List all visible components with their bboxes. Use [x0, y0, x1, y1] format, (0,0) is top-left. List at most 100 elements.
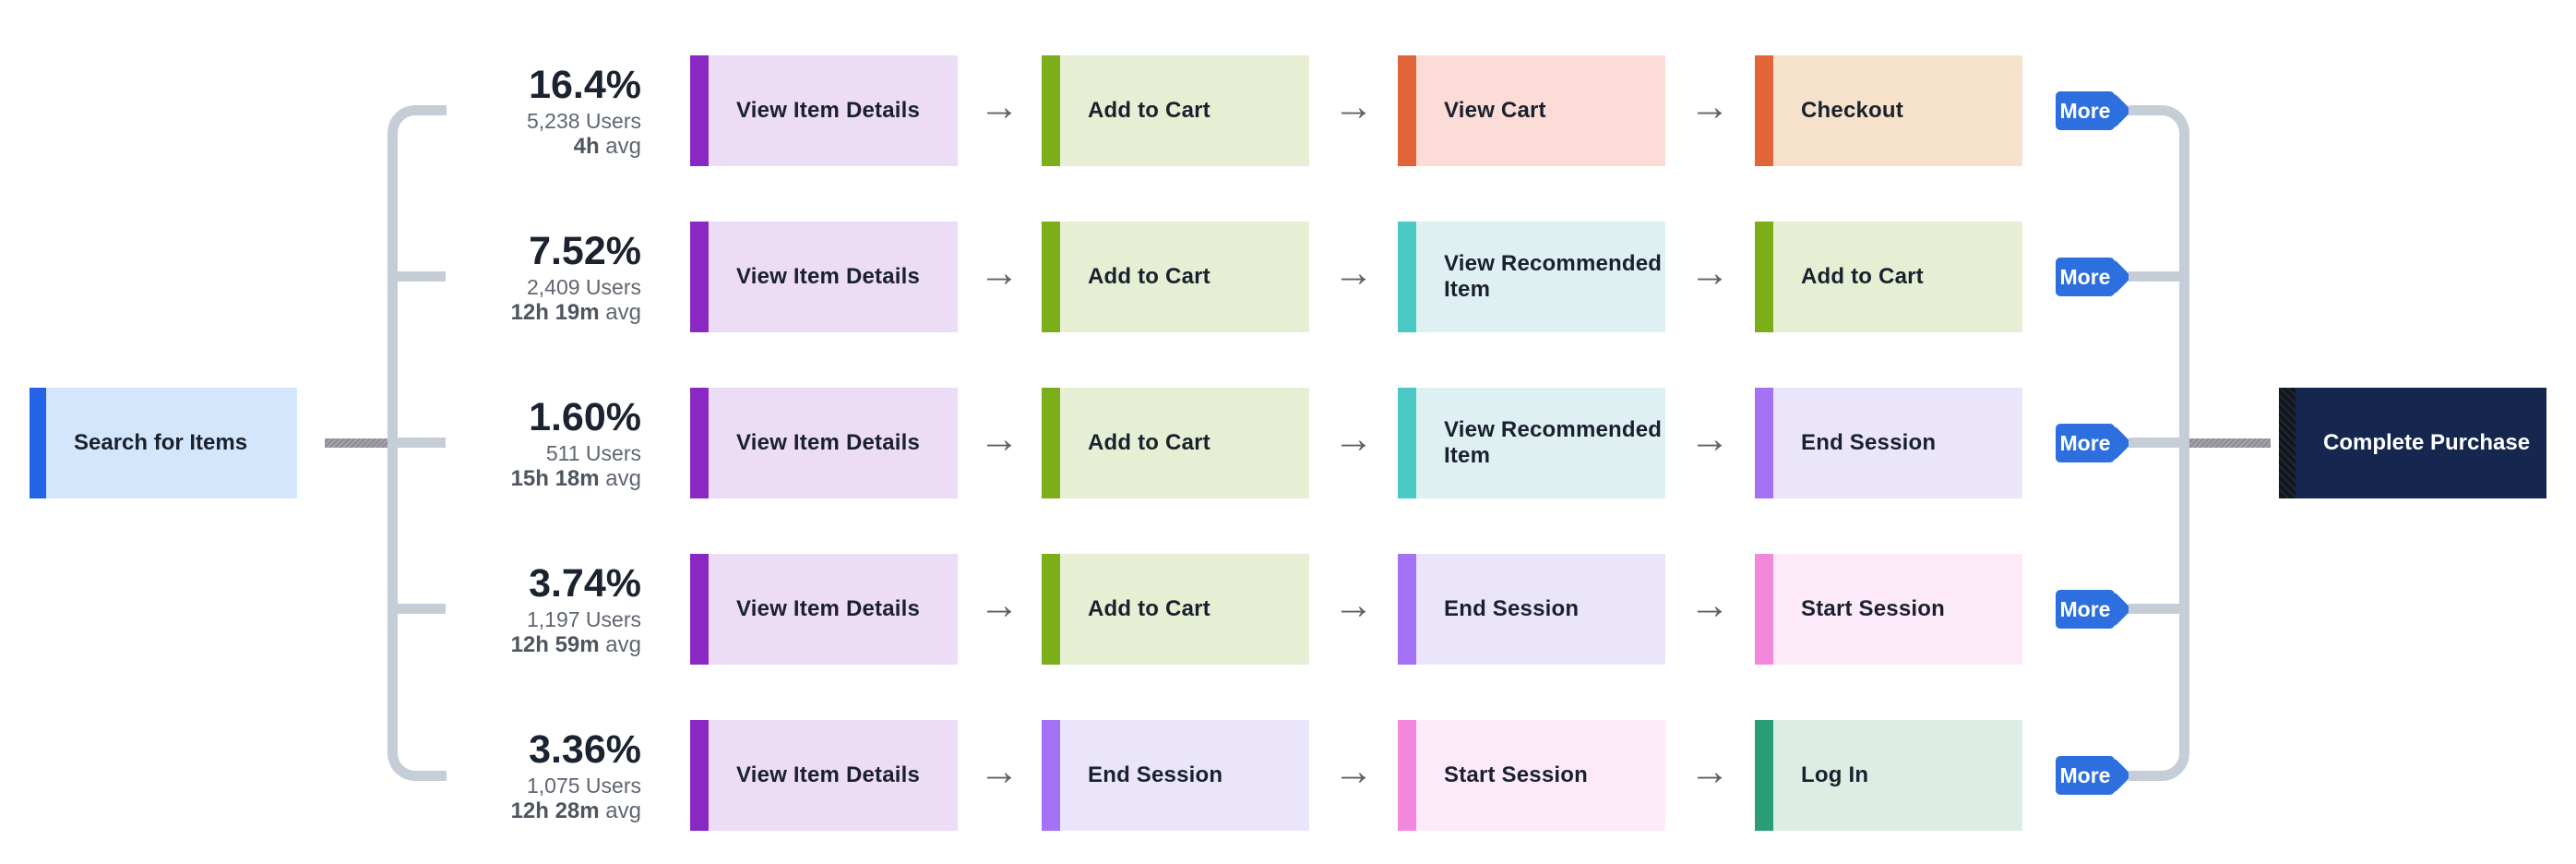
conversion-percent: 7.52% [529, 228, 641, 273]
step-color-bar [1042, 388, 1060, 498]
step-label: Add to Cart [1088, 596, 1210, 621]
user-count: 1,197 Users [526, 606, 641, 631]
step-label: End Session [1444, 596, 1580, 621]
step-label: View Recommended Item [1444, 417, 1663, 468]
more-label: More [2056, 756, 2115, 795]
start-node-search-for-items[interactable]: Search for Items [30, 388, 297, 498]
arrow-right-icon: → [1689, 749, 1730, 794]
step-color-bar [1398, 554, 1416, 665]
more-button[interactable]: More [2056, 258, 2132, 296]
step-label: View Item Details [736, 98, 921, 123]
more-label: More [2056, 258, 2115, 296]
step-color-bar [1398, 55, 1416, 166]
step-card[interactable]: View Item Details [690, 554, 958, 665]
step-color-bar [1042, 55, 1060, 166]
more-button[interactable]: More [2056, 424, 2132, 462]
start-connector-line [325, 438, 389, 448]
step-label: View Item Details [736, 264, 921, 289]
step-card[interactable]: View Item Details [690, 55, 958, 166]
path-row: 16.4% 5,238 Users 4h avg View Item Detai… [0, 55, 2576, 166]
left-branch-bracket [388, 105, 447, 781]
step-card[interactable]: Add to Cart [1755, 222, 2022, 332]
step-card[interactable]: Log In [1755, 720, 2022, 831]
conversion-percent: 16.4% [529, 62, 641, 107]
step-label: View Item Details [736, 762, 921, 787]
path-stats: 1.60% 511 Users 15h 18m avg [221, 388, 641, 498]
step-label: Checkout [1801, 98, 1903, 123]
end-node-complete-purchase[interactable]: Complete Purchase [2279, 388, 2546, 498]
step-card[interactable]: Add to Cart [1042, 222, 1309, 332]
conversion-percent: 3.74% [529, 560, 641, 606]
conversion-percent: 1.60% [529, 394, 641, 439]
step-label: Add to Cart [1088, 264, 1210, 289]
step-card[interactable]: Add to Cart [1042, 55, 1309, 166]
step-label: Add to Cart [1088, 98, 1210, 123]
start-node-label: Search for Items [74, 430, 248, 455]
step-label: View Item Details [736, 430, 921, 455]
right-merge-stub [2129, 271, 2180, 282]
step-color-bar [690, 222, 709, 332]
step-color-bar [690, 388, 709, 498]
step-label: View Cart [1444, 98, 1546, 123]
avg-duration: 4h avg [573, 133, 641, 159]
step-color-bar [1042, 554, 1060, 665]
node-color-bar [30, 388, 46, 498]
user-count: 1,075 Users [526, 773, 641, 798]
more-label: More [2056, 590, 2115, 629]
step-card[interactable]: View Recommended Item [1398, 222, 1665, 332]
step-label: View Item Details [736, 596, 921, 621]
left-branch-stub [398, 271, 446, 282]
arrow-right-icon: → [979, 582, 1020, 628]
left-branch-stub [398, 438, 446, 448]
path-stats: 7.52% 2,409 Users 12h 19m avg [221, 222, 641, 332]
more-button[interactable]: More [2056, 756, 2132, 795]
right-merge-bracket [2129, 105, 2189, 781]
path-row: 1.60% 511 Users 15h 18m avg View Item De… [0, 388, 2576, 498]
end-node-label: Complete Purchase [2323, 430, 2531, 455]
step-color-bar [1755, 222, 1773, 332]
step-card[interactable]: View Item Details [690, 222, 958, 332]
step-card[interactable]: Checkout [1755, 55, 2022, 166]
right-merge-stub [2129, 604, 2180, 614]
step-label: Log In [1801, 762, 1869, 787]
step-card[interactable]: End Session [1042, 720, 1309, 831]
step-card[interactable]: Start Session [1398, 720, 1665, 831]
step-color-bar [1398, 222, 1416, 332]
step-label: Add to Cart [1088, 430, 1210, 455]
avg-duration: 12h 19m avg [510, 299, 641, 325]
step-color-bar [690, 554, 709, 665]
arrow-right-icon: → [979, 250, 1020, 295]
step-card[interactable]: View Item Details [690, 388, 958, 498]
left-branch-stub [398, 604, 446, 614]
arrow-right-icon: → [979, 749, 1020, 794]
more-label: More [2056, 91, 2115, 130]
step-color-bar [690, 720, 709, 831]
arrow-right-icon: → [979, 416, 1020, 462]
arrow-right-icon: → [1689, 84, 1730, 129]
avg-duration: 12h 28m avg [510, 798, 641, 823]
path-stats: 16.4% 5,238 Users 4h avg [221, 55, 641, 166]
step-card[interactable]: Add to Cart [1042, 554, 1309, 665]
more-button[interactable]: More [2056, 91, 2132, 130]
end-connector-line [2189, 438, 2271, 448]
user-count: 511 Users [545, 440, 641, 465]
step-card[interactable]: View Cart [1398, 55, 1665, 166]
step-card[interactable]: Start Session [1755, 554, 2022, 665]
step-card[interactable]: View Item Details [690, 720, 958, 831]
path-row: 3.36% 1,075 Users 12h 28m avg View Item … [0, 720, 2576, 831]
step-color-bar [690, 55, 709, 166]
step-card[interactable]: End Session [1755, 388, 2022, 498]
path-stats: 3.74% 1,197 Users 12h 59m avg [221, 554, 641, 665]
arrow-right-icon: → [1689, 250, 1730, 295]
step-label: View Recommended Item [1444, 251, 1663, 302]
step-card[interactable]: End Session [1398, 554, 1665, 665]
arrow-right-icon: → [979, 84, 1020, 129]
path-row: 7.52% 2,409 Users 12h 19m avg View Item … [0, 222, 2576, 332]
right-merge-stub [2129, 438, 2180, 448]
step-card[interactable]: View Recommended Item [1398, 388, 1665, 498]
more-button[interactable]: More [2056, 590, 2132, 629]
step-color-bar [1398, 388, 1416, 498]
step-card[interactable]: Add to Cart [1042, 388, 1309, 498]
step-label: Start Session [1444, 762, 1588, 787]
conversion-percent: 3.36% [529, 726, 641, 772]
